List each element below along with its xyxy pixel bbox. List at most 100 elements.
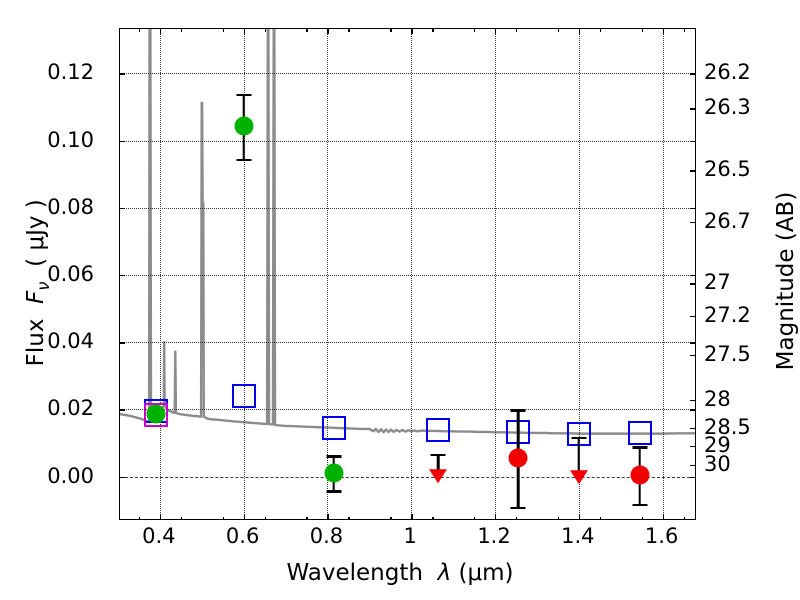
xtick-minor-bot-1	[180, 516, 183, 519]
xtick-top-3	[411, 29, 413, 34]
xtick-bot-0	[159, 514, 162, 519]
observed-detections-red-errorbar-1-cap-1	[632, 503, 648, 507]
ytick-rgt-2	[690, 342, 695, 344]
upper-limits-arrow-cap-0	[430, 453, 446, 457]
xtick-minor-top-9	[515, 29, 518, 32]
xtick-minor-top-8	[474, 29, 476, 32]
xtick-minor-bot-5	[348, 516, 350, 519]
x-axis-title: Wavelength λ (μm)	[0, 560, 800, 586]
plot-clip	[120, 29, 695, 519]
y-tick-label-6: 0.12	[47, 60, 94, 85]
x-axis-title-unit: (μm)	[458, 560, 514, 586]
xtick-minor-top-2	[222, 29, 225, 32]
xtick-minor-bot-10	[557, 516, 560, 519]
y-tick-label-0: 0.00	[47, 463, 94, 488]
y-axis-title: Flux Fν ( μJy )	[23, 118, 53, 448]
y-tick-label-2: 0.04	[47, 329, 94, 354]
y2-tick-label-9: 29	[704, 433, 731, 458]
xtick-top-6	[662, 29, 665, 34]
y2-tick-label-10: 30	[704, 451, 731, 476]
x-tick-label-5: 1.4	[561, 524, 595, 548]
model-photometry-marker-3	[426, 417, 451, 442]
y2-tick-label-1: 26.3	[704, 95, 751, 120]
y2-axis-title: Magnitude (AB)	[773, 191, 799, 371]
y2tick-9	[690, 446, 695, 448]
xtick-bot-3	[411, 514, 413, 519]
observed-detections-green-marker-2	[324, 463, 344, 483]
xtick-minor-top-4	[306, 29, 308, 32]
upper-limits-marker-1	[569, 469, 588, 484]
y2tick-1	[690, 108, 695, 110]
y-axis-title-unit: ( μJy )	[23, 199, 50, 267]
xtick-minor-top-10	[557, 29, 560, 32]
xtick-minor-top-11	[599, 29, 602, 32]
xtick-top-5	[578, 29, 581, 34]
x-tick-label-0: 0.4	[142, 524, 176, 548]
upper-limits-marker-0	[429, 469, 448, 484]
y2tick-6	[690, 354, 695, 357]
xtick-bot-1	[243, 514, 245, 519]
nu-subscript: ν	[33, 281, 53, 291]
observed-detections-green-errorbar-1-cap-1	[236, 158, 252, 162]
y2tick-3	[690, 221, 695, 223]
xtick-minor-bot-3	[264, 516, 266, 519]
xtick-minor-bot-4	[306, 516, 308, 519]
model-photometry-u-marker-0	[144, 402, 169, 427]
xtick-minor-top-7	[432, 29, 434, 32]
xtick-minor-bot-6	[390, 516, 392, 519]
x-tick-label-4: 1.2	[477, 524, 511, 548]
ytick-lft-6	[120, 73, 125, 75]
upper-limits-arrow-1	[577, 436, 581, 478]
y2-tick-label-5: 27.2	[704, 303, 751, 327]
xtick-minor-top-6	[390, 29, 392, 32]
xtick-bot-2	[327, 514, 329, 519]
xtick-minor-bot-9	[515, 516, 518, 519]
y2tick-8	[690, 427, 695, 430]
x-tick-label-2: 0.8	[309, 524, 344, 548]
upper-limits-arrow-0	[437, 453, 440, 478]
ytick-lft-3	[120, 275, 125, 277]
observed-detections-red-errorbar-0-cap-1	[510, 506, 526, 510]
y2-tick-label-6: 27.5	[704, 341, 751, 366]
y-tick-label-3: 0.06	[47, 262, 94, 286]
xtick-minor-bot-12	[641, 516, 644, 519]
y2tick-4	[690, 283, 695, 285]
xtick-minor-top-13	[683, 29, 685, 32]
observed-detections-red-errorbar-1-cap-0	[632, 446, 648, 449]
y2-tick-label-8: 28.5	[704, 414, 751, 439]
plot-area	[119, 28, 696, 520]
spectrum-svg	[120, 29, 695, 435]
xtick-top-4	[495, 29, 497, 34]
xtick-minor-bot-7	[432, 516, 434, 519]
observed-detections-red-errorbar-0-cap-0	[510, 409, 526, 412]
xtick-minor-top-12	[641, 29, 644, 32]
y2-tick-label-3: 26.7	[704, 208, 751, 233]
model-photometry-marker-1	[231, 383, 256, 408]
observed-detections-red-marker-1	[630, 465, 650, 485]
ytick-rgt-0	[690, 476, 695, 479]
ytick-lft-1	[120, 409, 125, 411]
y2tick-2	[690, 170, 695, 172]
x-tick-label-6: 1.6	[644, 524, 679, 548]
y2tick-0	[690, 72, 695, 75]
xtick-minor-bot-8	[474, 516, 476, 519]
xtick-top-2	[327, 29, 329, 34]
xtick-minor-bot-11	[599, 516, 602, 519]
y-tick-label-1: 0.02	[47, 396, 94, 421]
observed-detections-green-marker-1	[234, 116, 254, 136]
xtick-minor-top-0	[138, 29, 141, 32]
y2tick-5	[690, 316, 695, 318]
x-tick-label-1: 0.6	[225, 524, 260, 548]
y2-tick-label-0: 26.2	[704, 59, 751, 84]
ytick-lft-4	[120, 207, 125, 210]
y-tick-label-4: 0.08	[47, 194, 94, 219]
x-tick-label-3: 1	[403, 524, 417, 548]
observed-detections-green-errorbar-2-cap-0	[326, 455, 342, 459]
xtick-minor-bot-0	[138, 516, 141, 519]
y2-tick-label-7: 28	[704, 386, 731, 411]
ytick-rgt-5	[690, 140, 695, 142]
model-photometry-marker-2	[321, 415, 346, 440]
y-tick-label-5: 0.10	[47, 127, 94, 152]
xtick-minor-top-5	[348, 29, 350, 32]
